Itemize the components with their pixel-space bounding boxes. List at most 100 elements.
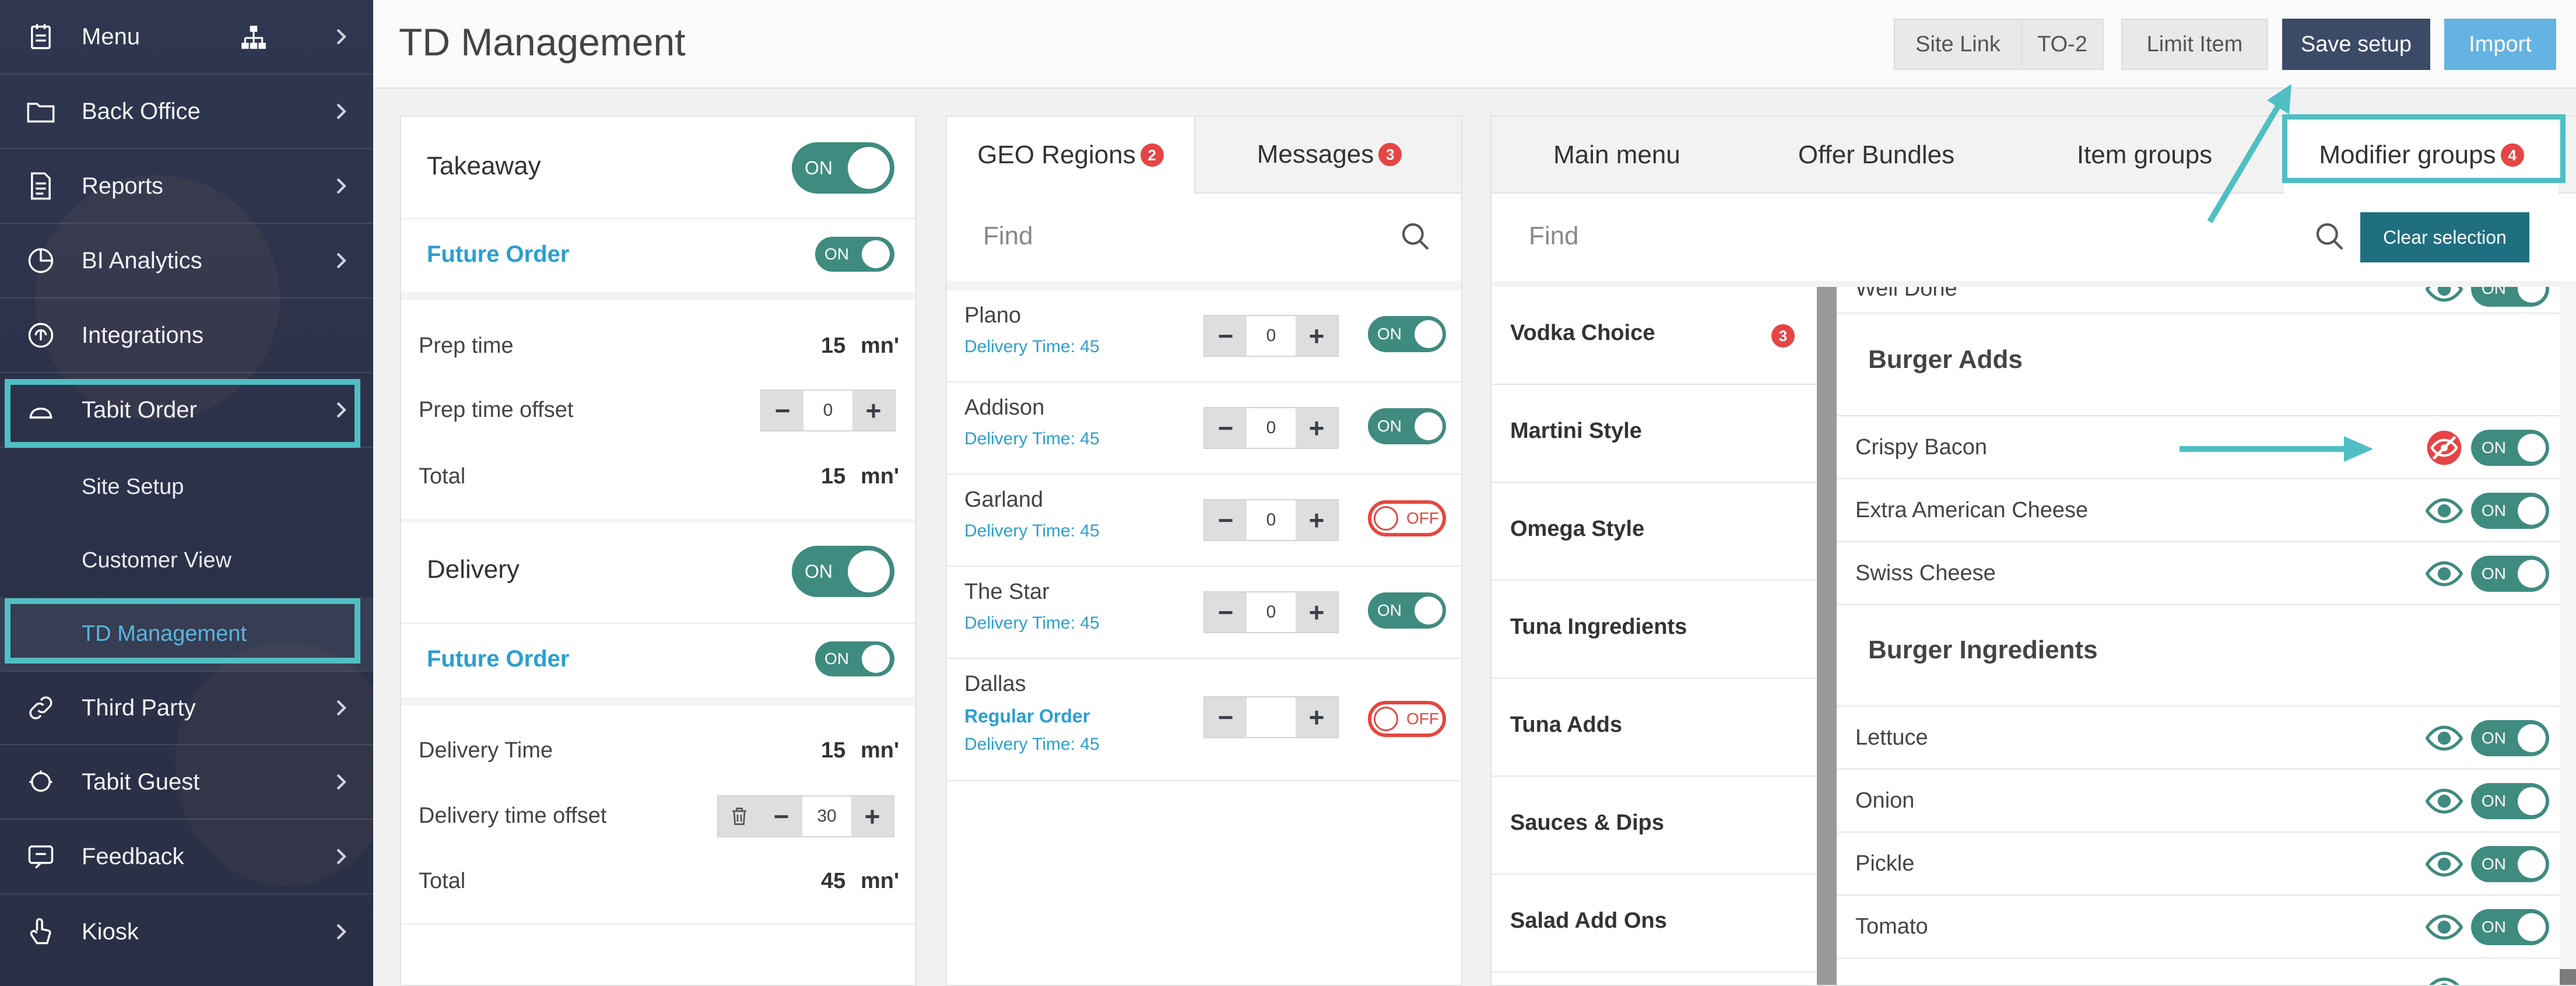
sidebar-subitem-site-setup[interactable]: Site Setup [0,450,373,524]
region-toggle[interactable]: ON [1368,592,1446,629]
sidebar-item-menu[interactable]: Menu [0,0,373,75]
eye-icon[interactable] [2425,287,2463,311]
takeaway-future-order-toggle[interactable]: ON [815,237,894,272]
minus-icon[interactable]: − [773,801,789,831]
modifier-toggle[interactable]: ON [2471,493,2549,529]
region-delay-stepper[interactable]: − + [1203,696,1339,738]
eye-icon[interactable] [2425,845,2463,886]
toggle-text: ON [2482,501,2506,520]
sidebar-item-integrations[interactable]: Integrations [0,299,373,373]
tab-item-groups[interactable]: Item groups [2010,117,2279,194]
eye-icon[interactable] [2425,783,2463,823]
modifier-toggle[interactable]: ON [2471,720,2549,756]
minus-icon[interactable]: − [774,395,791,426]
modifier-toggle-partial[interactable]: ON [2471,287,2549,307]
toggle-text: ON [1377,325,1402,343]
chevron-right-icon [336,848,346,865]
eye-icon[interactable] [2426,971,2463,985]
modifier-category-item[interactable]: Martini Style [1491,385,1817,483]
modifier-category-item[interactable]: Omega Style [1491,483,1817,581]
sidebar-subitem-label: Customer View [82,548,231,573]
clear-selection-button[interactable]: Clear selection [2360,212,2529,262]
save-setup-button[interactable]: Save setup [2282,19,2430,70]
region-toggle[interactable]: OFF [1368,500,1446,536]
sidebar-item-label: Integrations [82,322,204,348]
sidebar-item-label: Kiosk [82,918,139,945]
region-delay-value[interactable] [1247,697,1296,737]
plus-icon[interactable]: + [1308,702,1325,732]
sidebar-item-feedback[interactable]: Feedback [0,820,373,894]
site-link-button[interactable]: Site Link [1894,19,2022,70]
eye-icon[interactable] [2425,492,2463,532]
geo-search-input[interactable]: Find [983,222,1033,250]
annotation-arrow [2207,84,2291,223]
minus-icon[interactable]: − [1217,505,1234,535]
region-delay-stepper[interactable]: −0 + [1203,591,1339,633]
menu-search-input[interactable]: Find [1529,222,1579,250]
modifier-item-row: Swiss Cheese ON [1837,542,2560,605]
modifier-toggle[interactable]: ON [2471,846,2549,882]
sitemap-icon[interactable] [239,23,268,52]
plus-icon[interactable]: + [865,395,882,426]
region-toggle[interactable]: OFF [1368,701,1446,737]
region-delay-value[interactable]: 0 [1247,592,1296,632]
plus-icon[interactable]: + [1308,505,1325,535]
search-icon[interactable] [1399,220,1432,253]
region-delay-stepper[interactable]: −0 + [1203,315,1339,357]
region-delay-value[interactable]: 0 [1247,500,1296,540]
modifier-toggle[interactable]: ON [2471,909,2549,945]
prep-time-offset-value[interactable]: 0 [803,391,852,430]
to2-button[interactable]: TO-2 [2021,19,2104,70]
plus-icon[interactable]: + [1308,413,1325,443]
plus-icon[interactable]: + [864,801,880,831]
delivery-time-offset-value[interactable]: 30 [802,796,851,836]
sidebar-subitem-customer-view[interactable]: Customer View [0,524,373,597]
minus-icon[interactable]: − [1217,413,1234,443]
minus-icon[interactable]: − [1217,702,1234,732]
minus-icon[interactable]: − [1217,321,1234,351]
eye-hidden-icon[interactable] [2426,429,2463,469]
modifier-toggle[interactable]: ON [2471,783,2549,819]
sidebar-item-kiosk[interactable]: Kiosk [0,894,373,969]
tab-main-menu[interactable]: Main menu [1491,117,1742,194]
scrollbar-thumb[interactable] [2560,969,2576,985]
modifier-toggle[interactable]: ON [2471,430,2549,466]
region-toggle[interactable]: ON [1368,316,1446,352]
region-delay-value[interactable]: 0 [1247,408,1296,448]
sidebar-item-reports[interactable]: Reports [0,149,373,224]
plus-icon[interactable]: + [1308,597,1325,627]
modifier-category-item[interactable]: Tuna Ingredients [1491,581,1817,679]
search-icon[interactable] [2314,220,2346,253]
trash-icon[interactable] [718,796,760,836]
limit-item-button[interactable]: Limit Item [2121,19,2268,70]
modifier-category-item[interactable]: Tuna Adds [1491,679,1817,777]
tab-geo-regions[interactable]: GEO Regions 2 [947,117,1195,194]
region-delay-stepper[interactable]: −0 + [1203,499,1339,541]
modifier-category-item[interactable]: Salad Add Ons [1491,875,1817,973]
sidebar-item-back-office[interactable]: Back Office [0,75,373,149]
sidebar-item-bi-analytics[interactable]: BI Analytics [0,224,373,299]
takeaway-toggle[interactable]: ON [792,142,894,194]
eye-icon[interactable] [2425,908,2463,949]
modifier-category-item[interactable]: Vodka Choice 3 [1491,287,1817,385]
scrollbar-track[interactable] [2560,287,2576,985]
sidebar-item-third-party[interactable]: Third Party [0,671,373,745]
prep-time-offset-stepper[interactable]: − 0 + [760,390,896,431]
sidebar-item-tabit-guest[interactable]: Tabit Guest [0,745,373,820]
eye-icon[interactable] [2425,720,2463,760]
region-toggle[interactable]: ON [1368,408,1446,444]
delivery-toggle[interactable]: ON [792,546,894,597]
eye-icon[interactable] [2425,555,2463,595]
import-button[interactable]: Import [2444,19,2556,70]
geo-region-row: Garland Delivery Time: 45 −0 + OFF [947,475,1461,567]
tab-messages[interactable]: Messages 3 [1195,117,1461,194]
region-delay-value[interactable]: 0 [1247,316,1296,356]
region-delay-stepper[interactable]: −0 + [1203,407,1339,449]
tab-offer-bundles[interactable]: Offer Bundles [1742,117,2010,194]
modifier-toggle[interactable]: ON [2471,556,2549,592]
plus-icon[interactable]: + [1308,321,1325,351]
delivery-time-offset-stepper[interactable]: − 30 + [717,795,894,837]
delivery-future-order-toggle[interactable]: ON [815,641,894,676]
modifier-category-item[interactable]: Sauces & Dips [1491,777,1817,875]
minus-icon[interactable]: − [1217,597,1234,627]
